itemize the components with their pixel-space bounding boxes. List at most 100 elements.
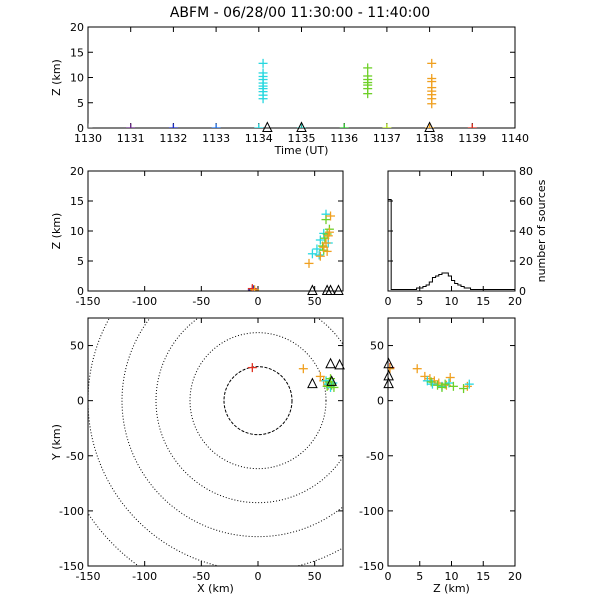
station-marker [334,358,345,370]
y-tick-label: 0 [77,122,84,135]
source-point [322,246,332,256]
y-tick-label: 40 [519,225,533,238]
data-layer [388,199,515,291]
source-point [339,123,349,128]
station-marker [325,284,336,295]
x-tick-label: 1130 [74,132,102,145]
station-marker [325,357,336,369]
source-point [258,68,268,78]
source-point [363,71,373,81]
source-point [314,250,324,260]
source-point [427,58,437,68]
source-point [329,382,339,392]
data-layer [88,58,477,128]
panel-time_height: 1130 1131 1132 1133 1134 1135 1136 1137 1138 1139… [50,21,529,157]
data-layer [247,209,336,291]
x-tick-label: 1132 [159,132,187,145]
source-point [247,363,257,373]
x-tick-label: 10 [445,295,459,308]
x-tick-label: -100 [132,570,157,583]
y-tick-label: -150 [59,560,84,573]
source-point [322,381,332,391]
source-point [324,227,334,237]
x-tick-label: 1136 [330,132,358,145]
plot-frame [87,170,344,292]
y-tick-label: 10 [70,72,84,85]
x-tick-label: 1135 [288,132,316,145]
source-point [298,364,308,374]
source-point [326,211,336,221]
station-marker [307,284,318,295]
y-tick-label: 80 [519,165,533,178]
station-marker [333,284,344,295]
source-point [168,123,178,128]
source-point [297,123,306,128]
y-axis-label: Z (km) [50,59,63,96]
panel-z_y_view: 0 5 10 15 20 -150 -100 -50 0 50 Z (km) [359,317,522,595]
x-tick-label: 20 [508,295,522,308]
y-tick-label: 60 [519,195,533,208]
y-tick-label: 50 [70,340,84,353]
y-tick-label: 0 [377,395,384,408]
y-tick-label: 50 [370,340,384,353]
x-tick-label: 10 [445,570,459,583]
source-point [315,251,325,261]
x-tick-label: -50 [192,295,210,308]
y-tick-label: 15 [70,195,84,208]
x-tick-label: 0 [255,295,262,308]
y-axis-label: Y (km) [50,424,63,461]
source-point [445,373,455,383]
y-tick-label: -50 [66,450,84,463]
x-tick-label: 50 [308,295,322,308]
y-tick-label: -150 [359,560,384,573]
x-tick-label: 1140 [501,132,529,145]
x-tick-label: 1133 [202,132,230,145]
x-tick-label: 0 [385,295,392,308]
x-tick-label: 0 [385,570,392,583]
y-tick-label: 0 [77,285,84,298]
station-marker [262,121,273,132]
y-tick-label: -100 [59,505,84,518]
x-tick-label: 1137 [373,132,401,145]
x-tick-label: -50 [192,570,210,583]
y-axis-label: Z (km) [50,213,63,250]
x-axis-label: X (km) [197,582,234,595]
x-tick-label: -150 [76,295,101,308]
x-axis-label: Z (km) [433,582,470,595]
source-point [247,284,257,291]
station-marker [424,121,435,132]
x-axis-label: Time (UT) [274,144,329,157]
range-ring [189,332,327,470]
x-tick-label: 5 [416,295,423,308]
source-point [254,123,264,128]
x-tick-label: 1138 [416,132,444,145]
source-point [425,123,435,128]
station-marker [296,121,307,132]
station-marker [326,375,337,386]
station-marker [383,369,394,381]
x-tick-label: 1131 [117,132,145,145]
y-tick-label: 0 [519,285,526,298]
source-point [304,258,314,268]
y-tick-label: 0 [77,395,84,408]
y-tick-label: -50 [366,450,384,463]
source-point [321,215,331,225]
source-point [382,123,392,128]
source-point [440,379,450,389]
x-tick-label: 15 [476,295,490,308]
source-point [315,235,325,245]
panel-plan_view: -150 -100 -50 0 50 -150 -100 -50 0 50 X (km) Y (km) [50,317,345,595]
source-point [307,249,317,259]
source-point [426,377,436,387]
x-tick-label: 0 [255,570,262,583]
y-tick-label: -100 [359,505,384,518]
station-marker [307,377,318,389]
x-tick-label: 1139 [458,132,486,145]
range-ring [155,318,343,504]
x-tick-label: 20 [508,570,522,583]
source-point [363,63,373,73]
y-tick-label: 15 [70,46,84,59]
source-point [433,380,443,390]
y-tick-label: 10 [70,225,84,238]
